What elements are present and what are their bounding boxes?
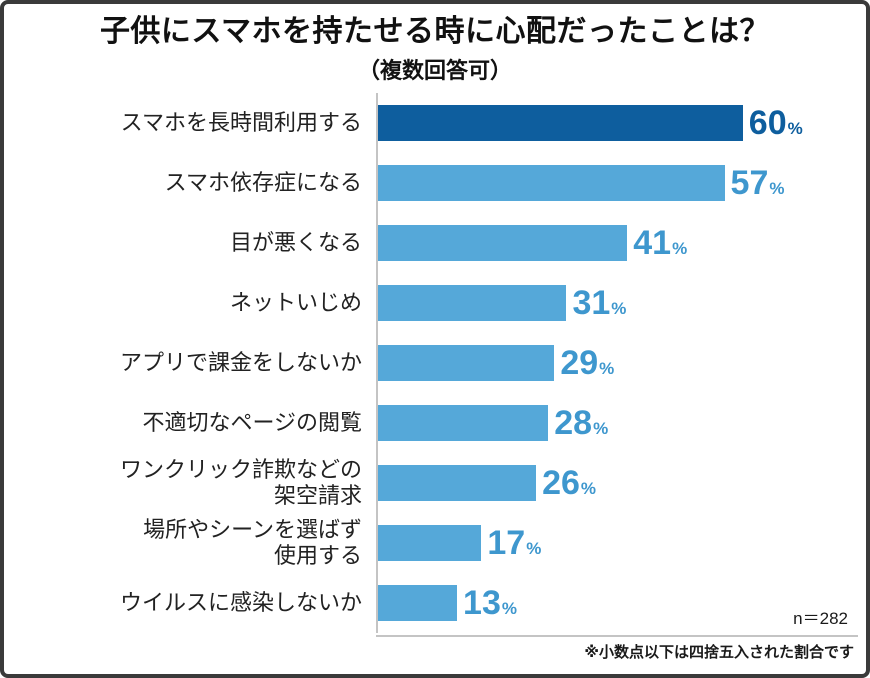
category-label: アプリで課金をしないか — [119, 349, 362, 375]
category-label: ワンクリック詐欺などの 架空請求 — [119, 456, 362, 508]
bar — [378, 345, 555, 381]
category-label: 不適切なページの閲覧 — [142, 409, 362, 435]
percent-sign: % — [580, 479, 597, 498]
category-label: スマホ依存症になる — [164, 169, 362, 195]
value-label: 28% — [554, 404, 609, 442]
bar-track: 60% — [376, 93, 866, 153]
value-label: 31% — [572, 284, 627, 322]
bar-row: 不適切なページの閲覧 28% — [4, 393, 866, 453]
bar-track: 31% — [376, 273, 866, 333]
footnote-row: ※小数点以下は四捨五入された割合です — [4, 641, 866, 662]
bar-track: 28% — [376, 393, 866, 453]
value-label: 57% — [730, 164, 785, 202]
category-label: 目が悪くなる — [229, 229, 362, 255]
bar — [378, 525, 482, 561]
bar-row: スマホを長時間利用する 60% — [4, 93, 866, 153]
percent-sign: % — [599, 359, 615, 378]
percent-sign: % — [611, 299, 627, 318]
percent-sign: % — [593, 419, 609, 438]
bar-rows: スマホを長時間利用する 60% スマホ依存症になる 57% 目が悪くなる 41% — [4, 93, 866, 633]
value-label: 17% — [487, 524, 542, 562]
bar-track: 41% — [376, 213, 866, 273]
category-label: ウイルスに感染しないか — [119, 589, 362, 615]
bar-track: 29% — [376, 333, 866, 393]
bar-row: ワンクリック詐欺などの 架空請求 26% — [4, 453, 866, 513]
category-label: ネットいじめ — [229, 289, 362, 315]
percent-sign: % — [769, 179, 785, 198]
bar-row: 場所やシーンを選ばず 使用する 17% — [4, 513, 866, 573]
bar-chart: スマホを長時間利用する 60% スマホ依存症になる 57% 目が悪くなる 41% — [4, 93, 866, 662]
percent-sign: % — [526, 539, 542, 558]
bar — [378, 105, 743, 141]
sample-size: n＝282 — [793, 609, 848, 628]
value-label: 60% — [748, 104, 803, 142]
percent-sign: % — [672, 239, 688, 258]
bar-track: 17% — [376, 513, 866, 573]
bar — [378, 585, 458, 621]
chart-subtitle: （複数回答可） — [357, 58, 512, 83]
chart-title: 子供にスマホを持たせる時に心配だったことは？ — [99, 15, 771, 48]
percent-sign: % — [787, 119, 803, 138]
percent-sign: % — [501, 599, 517, 618]
value-label: 13% — [463, 584, 517, 622]
value-label: 29% — [560, 344, 615, 382]
bar — [378, 285, 567, 321]
bar — [378, 225, 628, 261]
bar — [378, 405, 549, 441]
x-axis-line — [376, 635, 858, 637]
footnote: ※小数点以下は四捨五入された割合です — [584, 644, 854, 661]
bar-row: ネットいじめ 31% — [4, 273, 866, 333]
bar-track: 26% — [376, 453, 866, 513]
bar-track: 57% — [376, 153, 866, 213]
category-label: 場所やシーンを選ばず 使用する — [143, 516, 362, 568]
bar-row: アプリで課金をしないか 29% — [4, 333, 866, 393]
bar-row: スマホ依存症になる 57% — [4, 153, 866, 213]
category-label: スマホを長時間利用する — [120, 109, 362, 135]
bar-track: 13% — [376, 573, 866, 633]
value-label: 26% — [542, 464, 597, 502]
bar — [378, 465, 537, 501]
bar — [378, 165, 725, 201]
value-label: 41% — [633, 224, 688, 262]
bar-row: 目が悪くなる 41% — [4, 213, 866, 273]
bar-row: ウイルスに感染しないか 13% — [4, 573, 866, 633]
